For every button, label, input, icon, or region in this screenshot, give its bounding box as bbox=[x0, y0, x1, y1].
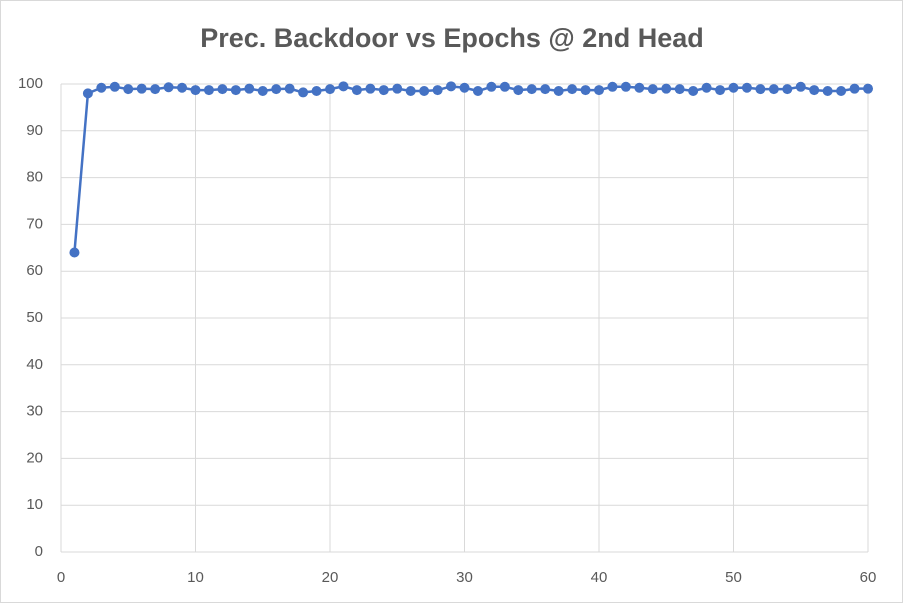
x-tick-label: 40 bbox=[591, 569, 608, 586]
y-tick-label: 10 bbox=[26, 496, 43, 513]
data-point bbox=[109, 81, 120, 92]
data-point bbox=[284, 83, 295, 94]
data-point bbox=[244, 83, 255, 94]
data-point bbox=[715, 85, 726, 96]
data-point bbox=[567, 84, 578, 95]
y-tick-label: 20 bbox=[26, 449, 43, 466]
data-point bbox=[190, 85, 201, 96]
data-point bbox=[728, 82, 739, 93]
y-tick-label: 50 bbox=[26, 309, 43, 326]
y-tick-label: 70 bbox=[26, 215, 43, 232]
data-point bbox=[217, 84, 228, 95]
data-point bbox=[795, 81, 806, 92]
chart-title: Prec. Backdoor vs Epochs @ 2nd Head bbox=[200, 23, 704, 53]
data-point bbox=[580, 85, 591, 96]
data-point bbox=[432, 85, 443, 96]
data-point bbox=[688, 86, 699, 97]
x-tick-label: 0 bbox=[57, 569, 65, 586]
data-point bbox=[849, 83, 860, 94]
data-point bbox=[459, 82, 470, 93]
x-tick-label: 10 bbox=[187, 569, 204, 586]
data-point bbox=[365, 83, 376, 94]
y-tick-label: 40 bbox=[26, 356, 43, 373]
data-point bbox=[499, 81, 510, 92]
data-point bbox=[553, 86, 564, 97]
data-point bbox=[607, 81, 618, 92]
data-point bbox=[338, 81, 349, 92]
data-point bbox=[419, 86, 430, 97]
data-point bbox=[486, 81, 497, 92]
x-tick-label: 60 bbox=[860, 569, 877, 586]
data-point bbox=[540, 84, 551, 95]
data-point bbox=[203, 85, 214, 96]
x-tick-label: 30 bbox=[456, 569, 473, 586]
data-point bbox=[809, 85, 820, 96]
data-point bbox=[634, 82, 645, 93]
data-point bbox=[472, 86, 483, 97]
data-point bbox=[594, 85, 604, 96]
data-point bbox=[822, 86, 833, 97]
data-point bbox=[755, 84, 766, 95]
data-point bbox=[136, 83, 147, 94]
data-point bbox=[768, 84, 779, 95]
data-point bbox=[674, 84, 685, 95]
data-point bbox=[661, 83, 672, 94]
x-tick-label: 50 bbox=[725, 569, 742, 586]
y-tick-label: 30 bbox=[26, 403, 43, 420]
y-tick-label: 100 bbox=[18, 75, 43, 92]
data-point bbox=[271, 84, 282, 95]
data-point bbox=[123, 84, 134, 95]
data-point bbox=[741, 82, 752, 93]
data-point bbox=[836, 86, 847, 97]
data-point bbox=[446, 81, 457, 92]
y-tick-label: 80 bbox=[26, 169, 43, 186]
data-point bbox=[782, 84, 793, 95]
y-tick-label: 60 bbox=[26, 262, 43, 279]
data-point bbox=[257, 86, 268, 97]
data-point bbox=[863, 83, 873, 94]
x-tick-label: 20 bbox=[322, 569, 339, 586]
data-point bbox=[378, 85, 389, 96]
data-point bbox=[163, 82, 174, 93]
data-point bbox=[325, 84, 335, 95]
data-point bbox=[351, 85, 362, 96]
data-point bbox=[392, 83, 403, 94]
data-point bbox=[150, 84, 161, 95]
data-point bbox=[526, 84, 537, 95]
data-point bbox=[177, 82, 188, 93]
data-point bbox=[311, 86, 322, 97]
data-point bbox=[298, 87, 309, 98]
y-tick-label: 90 bbox=[26, 122, 43, 139]
data-point bbox=[230, 85, 241, 96]
data-point bbox=[82, 88, 93, 99]
data-point bbox=[96, 82, 107, 93]
data-point bbox=[513, 85, 524, 96]
data-point bbox=[620, 81, 631, 92]
data-point bbox=[701, 82, 712, 93]
data-point bbox=[405, 86, 416, 97]
y-tick-label: 0 bbox=[35, 543, 43, 560]
data-point bbox=[69, 247, 80, 258]
data-point bbox=[647, 84, 658, 95]
